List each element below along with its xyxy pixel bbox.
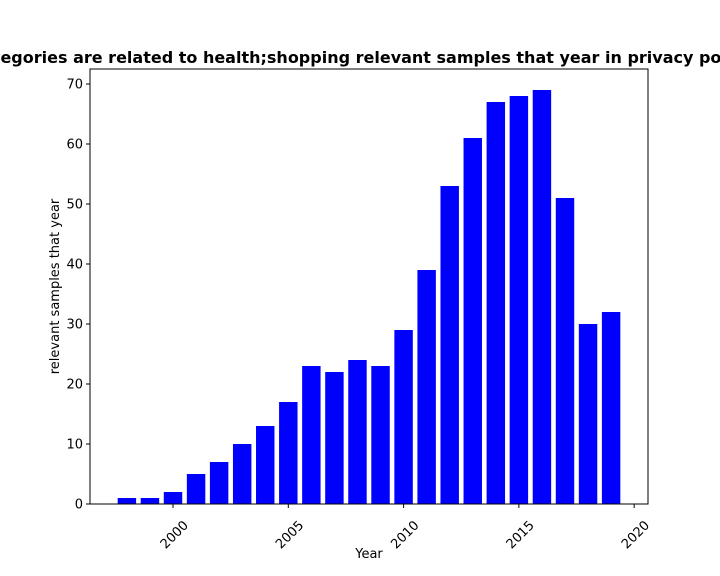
bar-2009 <box>371 366 390 504</box>
bar-2018 <box>578 324 598 504</box>
bar-2000 <box>163 492 183 504</box>
bar-2001 <box>186 474 206 504</box>
x-axis-label: Year <box>354 547 383 562</box>
bar-2017 <box>555 198 575 504</box>
bar-2005 <box>279 402 298 504</box>
bar-2006 <box>302 366 321 504</box>
x-tick-label: 2020 <box>619 518 653 552</box>
y-tick-label: 50 <box>66 198 83 213</box>
chart-title: Categories are related to health;shoppin… <box>0 48 720 67</box>
bar-2019 <box>601 312 621 504</box>
plot-frame <box>89 68 649 505</box>
bar-2011 <box>417 270 436 504</box>
y-tick-label: 60 <box>66 138 83 153</box>
bar-2004 <box>256 426 275 504</box>
bar-2016 <box>532 90 552 504</box>
x-tick-label: 2005 <box>273 518 307 552</box>
x-tick-label: 2015 <box>504 518 538 552</box>
bar-2008 <box>348 360 367 504</box>
bar-2007 <box>325 372 344 504</box>
y-axis-ticks: 0 10 20 30 40 50 60 70 <box>66 78 90 513</box>
y-tick-label: 30 <box>66 318 83 333</box>
bar-2010 <box>394 330 413 504</box>
bar-2002 <box>209 462 229 504</box>
bar-1999 <box>140 498 160 504</box>
y-tick-label: 20 <box>66 378 83 393</box>
bar-2015 <box>509 96 529 504</box>
x-axis-ticks: 2000 2005 2010 2015 2020 <box>158 504 653 552</box>
y-tick-label: 40 <box>66 258 83 273</box>
x-tick-label: 2000 <box>158 518 192 552</box>
bar-2014 <box>486 102 506 504</box>
bar-2012 <box>440 186 459 504</box>
y-tick-label: 70 <box>66 78 83 93</box>
bar-1998 <box>117 498 137 504</box>
bar-2013 <box>463 138 482 504</box>
bar-2003 <box>232 444 252 504</box>
plot-area <box>117 90 621 504</box>
x-tick-label: 2010 <box>388 518 422 552</box>
y-axis-label: relevant samples that year <box>48 198 63 374</box>
y-tick-label: 0 <box>75 498 83 513</box>
y-tick-label: 10 <box>66 438 83 453</box>
